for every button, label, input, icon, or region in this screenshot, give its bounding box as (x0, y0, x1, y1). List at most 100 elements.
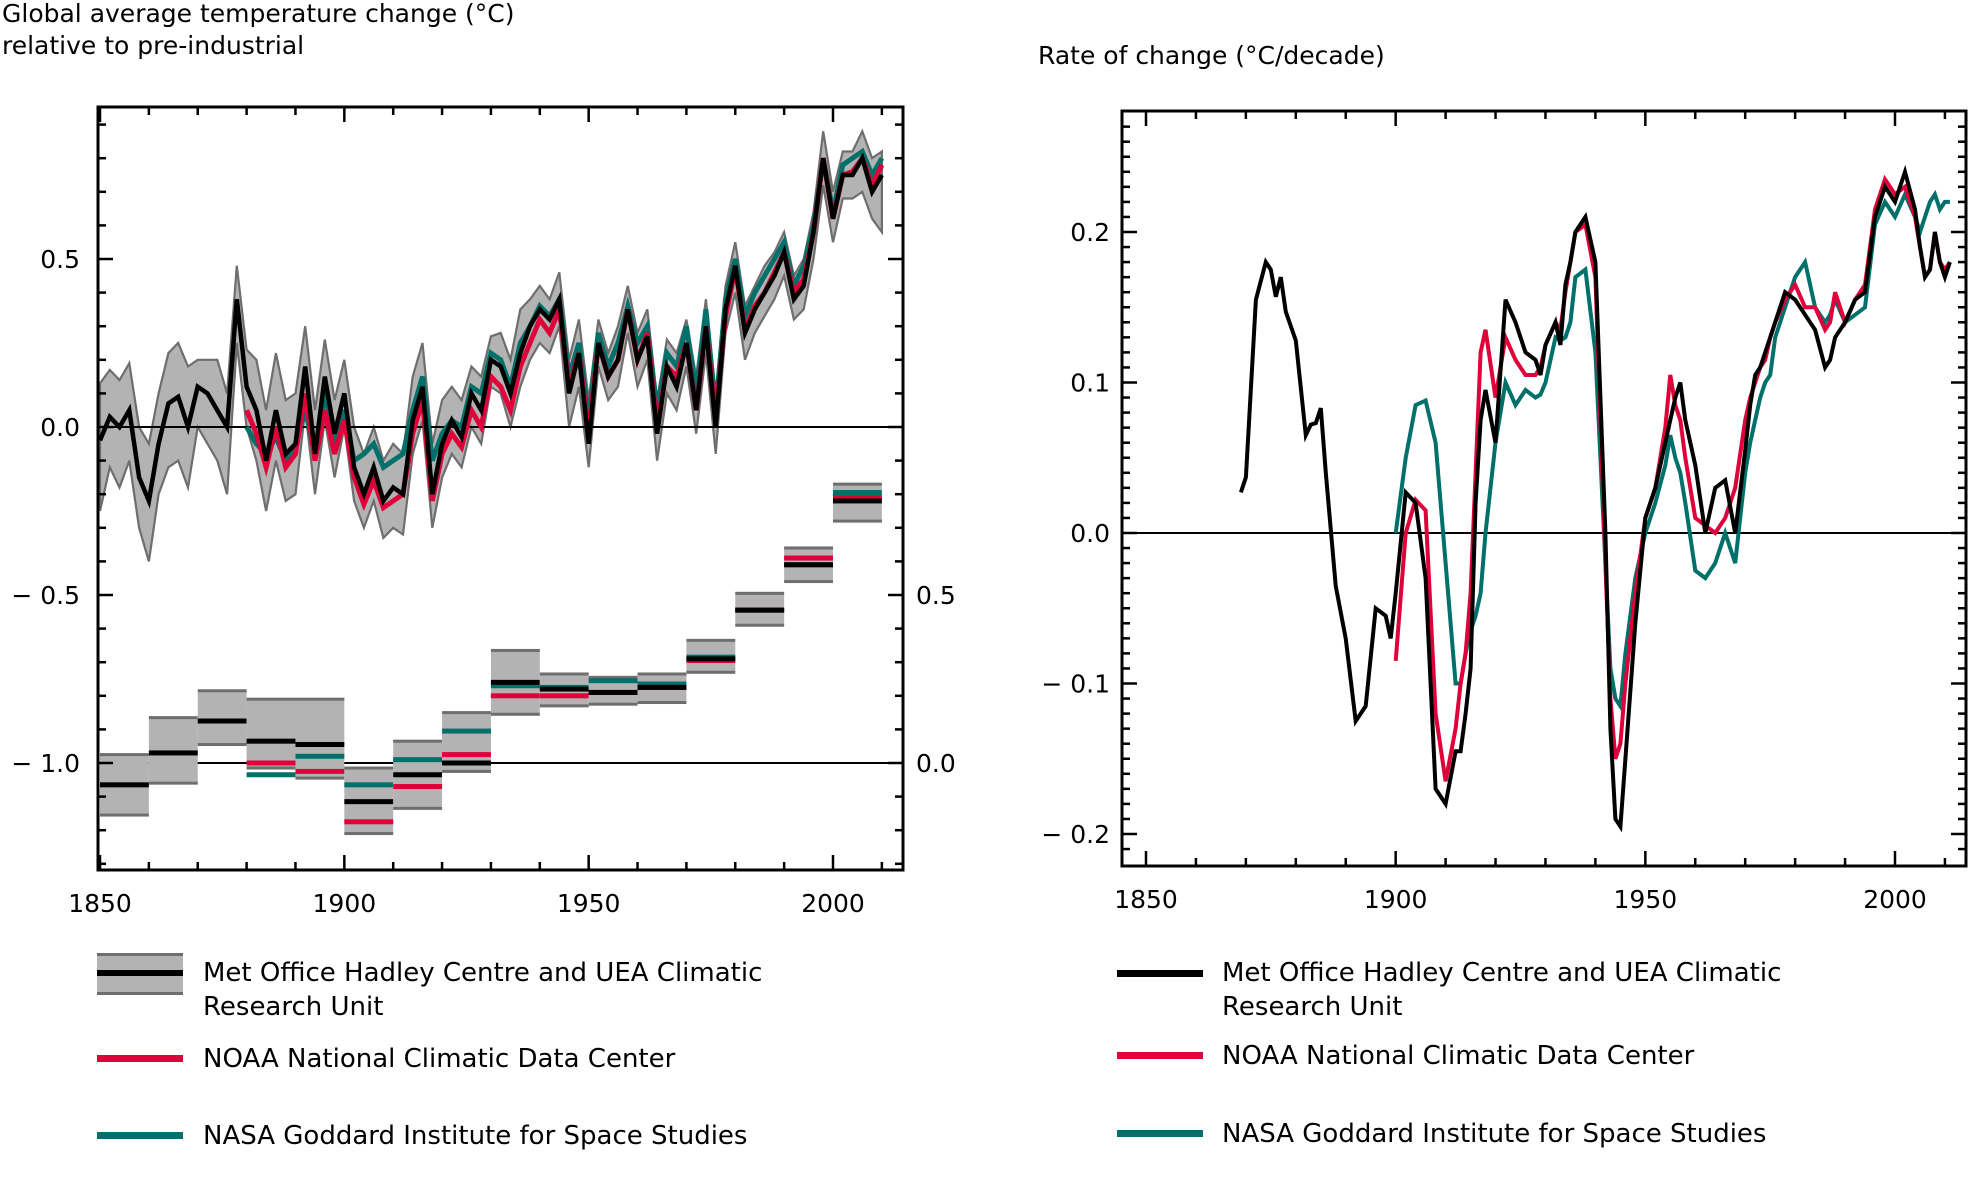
decadal-mean-hadcrut (637, 684, 687, 690)
decadal-lower-edge (393, 806, 443, 810)
decadal-lower-edge (490, 712, 540, 716)
decadal-mean-hadcrut (833, 498, 882, 504)
decadal-mean-noaa (295, 768, 345, 774)
legend-label-nasa: NASA Goddard Institute for Space Studies (203, 1121, 748, 1151)
y-tick-label-right: 0.5 (916, 581, 956, 610)
decadal-box-1970s (686, 638, 736, 674)
decadal-mean-hadcrut (686, 656, 736, 662)
decadal-mean-hadcrut (393, 772, 443, 778)
decadal-mean-noaa (490, 693, 540, 699)
left-chart-title: Global average temperature change (°C) r… (2, 0, 515, 62)
decadal-box-1880s (246, 697, 296, 778)
decadal-range-rect (148, 717, 198, 784)
decadal-mean-noaa (246, 760, 296, 766)
decadal-mean-nasa (344, 782, 394, 788)
decadal-range-rect (295, 699, 345, 779)
decadal-lower-edge (442, 769, 491, 773)
decadal-box-1870s (197, 689, 247, 747)
legend-label-hadcrut-line1: Met Office Hadley Centre and UEA Climati… (203, 958, 763, 988)
decadal-mean-hadcrut (784, 562, 833, 568)
left-plot-frame (96, 105, 905, 872)
decadal-upper-edge (637, 672, 687, 676)
decadal-mean-noaa (393, 784, 443, 790)
decadal-mean-nasa (246, 772, 296, 778)
decadal-lower-edge (833, 519, 882, 523)
decadal-mean-noaa (539, 693, 589, 699)
decadal-lower-edge (148, 781, 198, 785)
x-tick-label: 2000 (801, 889, 865, 918)
decadal-mean-hadcrut (539, 686, 589, 692)
decadal-mean-nasa (442, 728, 491, 734)
decadal-mean-hadcrut (490, 679, 540, 685)
decadal-box-1910s (393, 739, 443, 810)
y-tick-label: 0.0 (1070, 519, 1110, 548)
decadal-upper-edge (784, 546, 833, 550)
decadal-mean-nasa (637, 681, 687, 687)
decadal-upper-edge (295, 697, 345, 701)
decadal-box-2000s (833, 482, 882, 523)
decadal-mean-nasa (295, 753, 345, 759)
decadal-lower-edge (784, 580, 833, 584)
decadal-upper-edge (490, 648, 540, 652)
legend-swatch-hadcrut-band (97, 953, 183, 995)
left-chart-title-line1: Global average temperature change (°C) (2, 0, 515, 28)
decadal-upper-edge (197, 689, 247, 693)
y-tick-label-left: 0.5 (40, 245, 80, 274)
decadal-box-1850s (100, 753, 149, 817)
x-tick-label: 1850 (1114, 885, 1178, 914)
decadal-lower-edge (100, 813, 149, 817)
uncertainty-band-annual (98, 128, 883, 562)
decadal-mean-noaa (442, 752, 491, 758)
y-tick-label-left: 0.0 (40, 413, 80, 442)
decadal-range-rect (197, 690, 247, 745)
decadal-box-1920s (442, 711, 491, 773)
decadal-lower-edge (686, 670, 736, 674)
left-chart-title-line2: relative to pre-industrial (2, 31, 305, 60)
y-tick-label: − 0.1 (1041, 670, 1110, 699)
decadal-mean-hadcrut (197, 718, 247, 724)
decadal-upper-edge (588, 675, 638, 679)
series-line-annual-hadcrut (97, 152, 884, 509)
decadal-upper-edge (344, 766, 394, 770)
y-tick-label-left: − 1.0 (11, 749, 80, 778)
decadal-mean-hadcrut (100, 782, 149, 788)
decadal-mean-hadcrut (344, 799, 394, 805)
right-chart-title: Rate of change (°C/decade) (1038, 41, 1385, 70)
legend-label-noaa: NOAA National Climatic Data Center (1222, 1041, 1695, 1071)
decadal-mean-noaa (344, 819, 394, 825)
y-tick-label-left: − 0.5 (11, 581, 80, 610)
decadal-box-1960s (637, 672, 687, 705)
y-tick-label: − 0.2 (1041, 820, 1110, 849)
decadal-upper-edge (393, 739, 443, 743)
decadal-lower-edge (539, 704, 589, 708)
decadal-mean-hadcrut (295, 742, 345, 748)
decadal-upper-edge (735, 591, 785, 595)
decadal-mean-hadcrut (148, 750, 198, 756)
left-temperature-plot: 1850 1900 1950 2000 0.5 0.0 − 0.5 − 1.0 0.5 0.0 (11, 105, 956, 918)
decadal-lower-edge (246, 766, 296, 770)
decadal-lower-edge (295, 776, 345, 780)
x-tick-label: 1950 (1614, 885, 1678, 914)
decadal-box-1860s (148, 716, 198, 785)
decadal-box-1930s (490, 648, 540, 716)
decadal-mean-hadcrut (246, 738, 296, 744)
decadal-mean-noaa (784, 555, 833, 561)
legend-label-noaa: NOAA National Climatic Data Center (203, 1044, 676, 1074)
legend-label-hadcrut-line2: Research Unit (1222, 992, 1403, 1022)
decadal-mean-hadcrut (442, 760, 491, 766)
decadal-upper-edge (246, 697, 296, 701)
decadal-upper-edge (539, 672, 589, 676)
legend-label-nasa: NASA Goddard Institute for Space Studies (1222, 1119, 1767, 1149)
legend-label-hadcrut-line2: Research Unit (203, 992, 384, 1022)
decadal-mean-nasa (833, 490, 882, 496)
decadal-upper-edge (100, 753, 149, 757)
x-tick-label: 2000 (1863, 885, 1927, 914)
decadal-box-1890s (295, 697, 345, 780)
x-tick-label: 1900 (1364, 885, 1428, 914)
legend-label-hadcrut-line1: Met Office Hadley Centre and UEA Climati… (1222, 958, 1782, 988)
decadal-box-1990s (784, 546, 833, 584)
series-line-rate-hadcrut (1239, 164, 1952, 833)
right-plot-frame (1120, 109, 1968, 868)
decadal-box-1940s (539, 672, 589, 708)
